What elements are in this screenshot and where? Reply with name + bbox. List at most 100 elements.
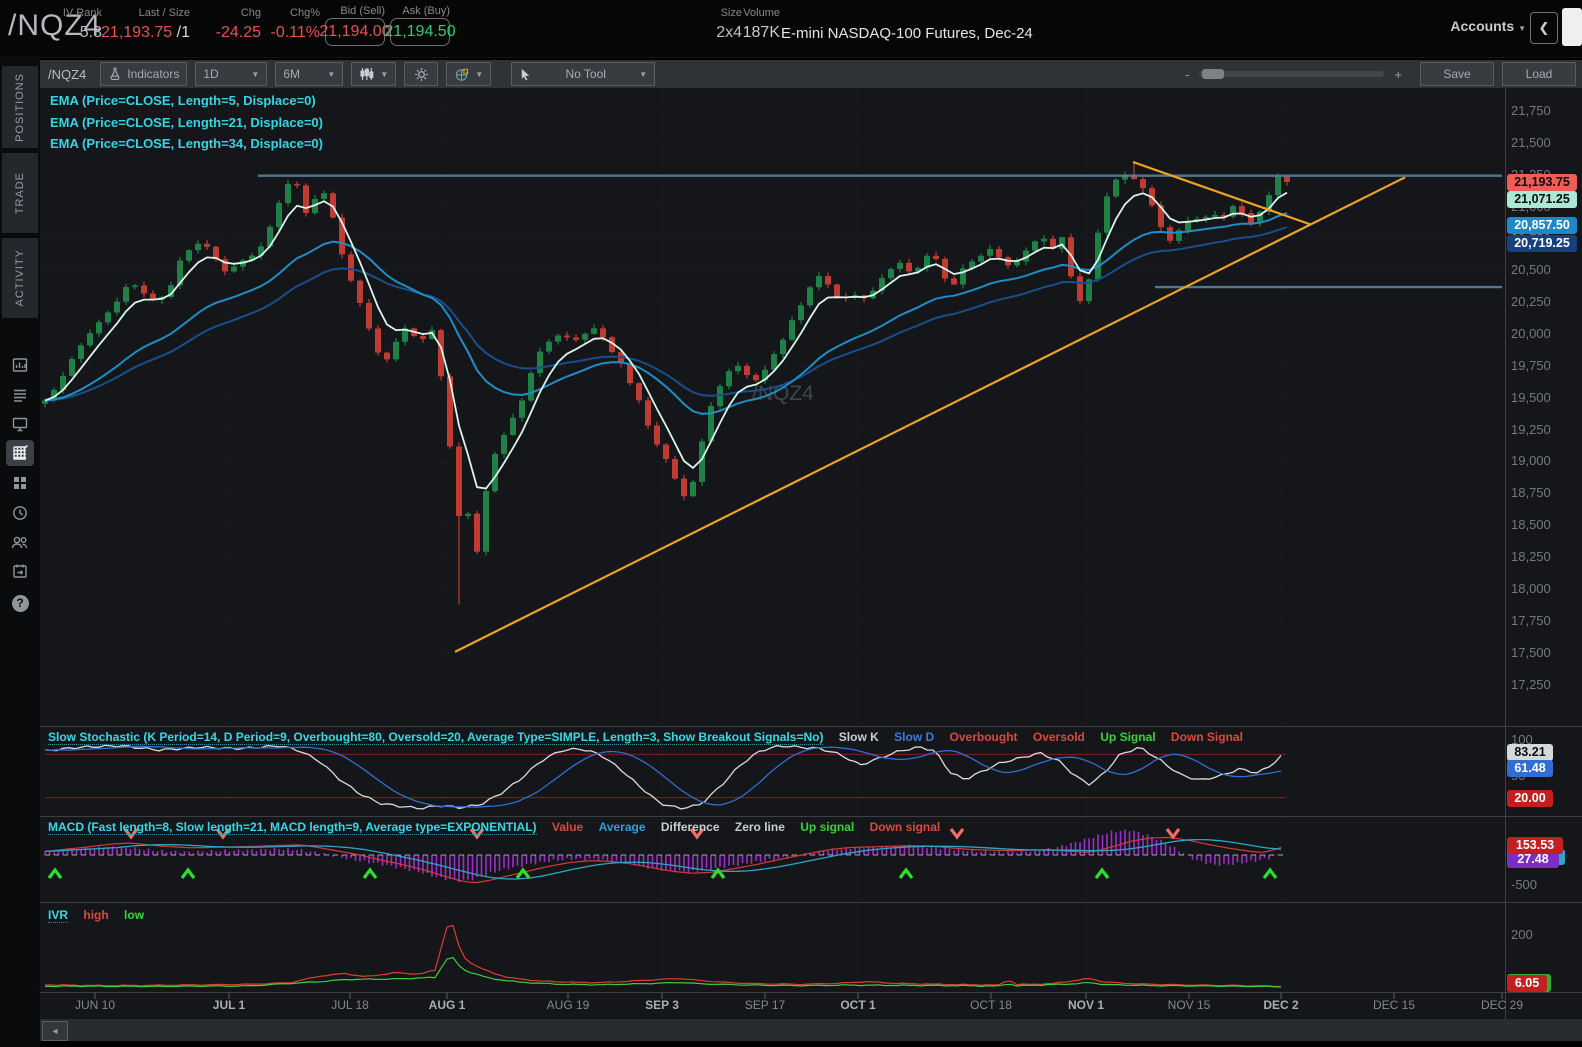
chart-toolbar: /NQZ4 Indicators 1D ▼ 6M ▼ ▼ ▼ No Tool ▼ -…: [40, 60, 1582, 88]
scroll-left-button[interactable]: ◂: [42, 1021, 68, 1041]
header-symbol: /NQZ4: [8, 9, 102, 42]
volume-label: Volume: [743, 7, 780, 19]
drawing-tool-dropdown[interactable]: No Tool ▼: [511, 62, 656, 86]
gear-icon: [414, 67, 428, 81]
iv-rank-label: IV Rank: [62, 7, 102, 19]
sidebar-tab-trade[interactable]: TRADE: [2, 153, 38, 233]
load-button[interactable]: Load: [1502, 62, 1576, 86]
indicators-button[interactable]: Indicators: [100, 62, 188, 86]
macd-legend-downsignal: Down signal: [869, 820, 941, 834]
stoch-legend-overbought: Overbought: [949, 730, 1018, 744]
bid-label: Bid (Sell): [340, 5, 385, 17]
bottom-scrollbar[interactable]: ◂: [40, 1019, 1582, 1041]
cursor-icon: [521, 68, 530, 81]
size-label: Size: [720, 7, 742, 19]
ivr-title[interactable]: IVR: [48, 908, 69, 923]
sidebar-tab-positions[interactable]: POSITIONS: [2, 66, 38, 148]
chg-value: -24.25: [215, 24, 261, 41]
stoch-legend-row: Slow Stochastic (K Period=14, D Period=9…: [48, 730, 1243, 745]
macd-legend-average: Average: [598, 820, 646, 834]
flask-icon: [110, 67, 120, 80]
save-button[interactable]: Save: [1420, 62, 1494, 86]
accounts-dropdown[interactable]: Accounts ▼: [1450, 18, 1526, 34]
stoch-legend-upsignal: Up Signal: [1100, 730, 1156, 744]
chart-settings-button[interactable]: [404, 62, 439, 86]
zoom-slider[interactable]: [1199, 69, 1385, 79]
quote-header: /NQZ4 IV Rank 5.3 Last / Size 21,193.75 …: [0, 0, 1582, 58]
ivr-legend-low: low: [124, 908, 145, 922]
help-icon[interactable]: ?: [6, 590, 34, 616]
left-sidebar: POSITIONS TRADE ACTIVITY ?: [0, 57, 40, 1047]
timeframe-dropdown[interactable]: 1D ▼: [195, 62, 268, 86]
patterns-icon: [456, 68, 469, 81]
contract-description: E-mini NASDAQ-100 Futures, Dec-24: [781, 25, 1033, 42]
bid-button[interactable]: 21,194.00: [319, 18, 391, 46]
volume-value: 187K: [742, 24, 780, 41]
chevron-down-icon: ▼: [475, 69, 484, 79]
bid-field: Bid (Sell) 21,194.00: [319, 0, 391, 57]
last-size-field: Last / Size 21,193.75 /1: [101, 0, 190, 57]
timeframe-value: 1D: [203, 67, 219, 81]
toolbar-right-group: - + Save Load: [1185, 62, 1582, 86]
macd-legend-zeroline: Zero line: [734, 820, 785, 834]
size-value: 2x4: [716, 24, 742, 41]
chg-label: Chg: [240, 7, 261, 19]
stoch-legend-downsignal: Down Signal: [1170, 730, 1243, 744]
chg-pct-label: Chg%: [290, 7, 320, 19]
ema5-label: EMA (Price=CLOSE, Length=5, Displace=0): [50, 93, 316, 108]
ema-labels: EMA (Price=CLOSE, Length=5, Displace=0) …: [50, 90, 323, 155]
iv-rank-field: IV Rank 5.3: [40, 0, 102, 57]
last-size-label: Last / Size: [138, 7, 190, 19]
zoom-in-button[interactable]: +: [1394, 66, 1402, 82]
ema34-label: EMA (Price=CLOSE, Length=34, Displace=0): [50, 136, 323, 151]
ivr-legend-high: high: [83, 908, 109, 922]
volume-field: Volume 187K: [743, 0, 780, 57]
chg-field: Chg -24.25: [205, 0, 261, 57]
last-size-value: 21,193.75 /1: [101, 24, 190, 41]
chevron-down-icon: ▼: [639, 69, 648, 79]
chevron-down-icon: ▼: [327, 69, 336, 79]
chevron-down-icon: ▼: [251, 69, 260, 79]
zoom-out-button[interactable]: -: [1185, 66, 1190, 82]
ema21-label: EMA (Price=CLOSE, Length=21, Displace=0): [50, 114, 323, 130]
ask-button[interactable]: 21,194.50: [384, 18, 456, 46]
chg-pct-value: -0.11%: [270, 24, 320, 41]
calendar-rollover-icon[interactable]: [6, 558, 34, 584]
stoch-title[interactable]: Slow Stochastic (K Period=14, D Period=9…: [48, 730, 824, 745]
ask-label: Ask (Buy): [402, 5, 450, 17]
tool-value: No Tool: [565, 67, 606, 81]
macd-title[interactable]: MACD (Fast length=8, Slow length=21, MAC…: [48, 820, 537, 835]
indicators-label: Indicators: [127, 67, 180, 81]
range-dropdown[interactable]: 6M ▼: [275, 62, 344, 86]
collapse-panel-button[interactable]: ❮: [1530, 12, 1558, 44]
chart-type-dropdown[interactable]: ▼: [351, 62, 397, 86]
chevron-down-icon: ▼: [1518, 24, 1526, 33]
candlestick-icon: [360, 68, 374, 80]
community-icon[interactable]: [6, 529, 34, 555]
chart-background: [40, 88, 1582, 1019]
zoom-slider-handle[interactable]: [1202, 69, 1225, 79]
charts-icon-active[interactable]: [6, 440, 34, 466]
monitor-icon[interactable]: [6, 411, 34, 437]
ask-field: Ask (Buy) 21,194.50: [384, 0, 456, 57]
watchlist-icon[interactable]: [6, 382, 34, 408]
iv-rank-value: 5.3: [79, 24, 102, 41]
history-clock-icon[interactable]: [6, 500, 34, 526]
pattern-tool-dropdown[interactable]: ▼: [446, 62, 492, 86]
ivr-legend-row: IVR high low: [48, 908, 145, 923]
stoch-legend-oversold: Oversold: [1032, 730, 1085, 744]
corner-panel-handle[interactable]: [1562, 8, 1582, 46]
macd-legend-value: Value: [551, 820, 584, 834]
toolbar-symbol: /NQZ4: [48, 66, 87, 82]
range-value: 6M: [283, 67, 300, 81]
grid-apps-icon[interactable]: [6, 470, 34, 496]
news-chart-icon[interactable]: [6, 352, 34, 378]
sidebar-tab-activity[interactable]: ACTIVITY: [2, 238, 38, 318]
stoch-legend-slowd: Slow D: [894, 730, 935, 744]
chevron-down-icon: ▼: [380, 69, 389, 79]
macd-legend-row: MACD (Fast length=8, Slow length=21, MAC…: [48, 820, 941, 835]
chevron-left-icon: ❮: [1538, 20, 1550, 35]
size-field: Size 2x4: [712, 0, 742, 57]
stoch-legend-slowk: Slow K: [838, 730, 879, 744]
macd-legend-difference: Difference: [660, 820, 720, 834]
